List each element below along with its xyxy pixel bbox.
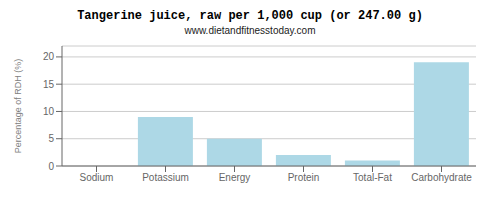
svg-text:Energy: Energy (219, 172, 251, 183)
svg-text:10: 10 (43, 106, 55, 117)
svg-text:20: 20 (43, 51, 55, 62)
svg-text:Total-Fat: Total-Fat (353, 172, 392, 183)
svg-text:Carbohydrate: Carbohydrate (411, 172, 472, 183)
html-text:www.dietandfitnesstoday.com: www.dietandfitnesstoday.com (184, 25, 316, 36)
svg-text:15: 15 (43, 79, 55, 90)
svg-text:Percentage of RDH (%): Percentage of RDH (%) (13, 59, 23, 154)
svg-text:0: 0 (48, 161, 54, 172)
svg-text:Protein: Protein (288, 172, 320, 183)
html-text:Tangerine juice, raw per 1,000: Tangerine juice, raw per 1,000 cup (or 2… (77, 9, 423, 23)
svg-text:5: 5 (48, 133, 54, 144)
svg-text:Potassium: Potassium (142, 172, 189, 183)
svg-text:Sodium: Sodium (80, 172, 114, 183)
